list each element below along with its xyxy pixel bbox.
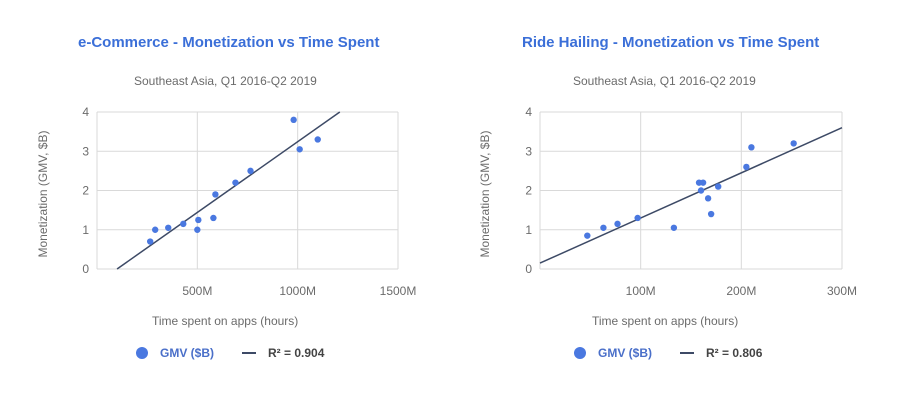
- data-point: [699, 179, 707, 186]
- y-tick-label: 1: [82, 223, 89, 237]
- data-point: [790, 140, 797, 147]
- data-point: [151, 226, 159, 233]
- data-point: [247, 167, 254, 175]
- data-point: [314, 136, 321, 143]
- chart-legend: GMV ($B) R² = 0.904: [136, 346, 324, 360]
- y-tick-label: 0: [525, 262, 532, 276]
- y-tick-label: 1: [525, 223, 532, 237]
- chart-subtitle: Southeast Asia, Q1 2016-Q2 2019: [134, 74, 317, 88]
- trendline: [116, 111, 341, 270]
- data-point: [290, 116, 297, 124]
- data-point: [180, 220, 187, 228]
- scatter-plot-ecommerce: 0 1 2 3 4 500M 1000M 1500M: [82, 105, 417, 295]
- legend-marker-trendline: [242, 352, 256, 354]
- legend-marker-points: [136, 347, 148, 359]
- x-tick-label: 1000M: [279, 284, 316, 295]
- data-point: [670, 224, 678, 231]
- chart-title: Ride Hailing - Monetization vs Time Spen…: [522, 34, 820, 51]
- data-point: [704, 195, 712, 202]
- data-point: [146, 238, 154, 245]
- y-tick-label: 2: [525, 184, 532, 198]
- data-point: [584, 232, 591, 239]
- data-point: [614, 220, 621, 228]
- data-point: [634, 214, 641, 222]
- chart-panel-ride-hailing: Ride Hailing - Monetization vs Time Spen…: [458, 0, 916, 417]
- data-point: [212, 191, 219, 198]
- data-point: [194, 226, 201, 233]
- y-tick-label: 2: [82, 184, 89, 198]
- x-tick-label: 200M: [726, 284, 756, 295]
- chart-subtitle: Southeast Asia, Q1 2016-Q2 2019: [573, 74, 756, 88]
- y-tick-label: 0: [82, 262, 89, 276]
- y-tick-label: 3: [82, 144, 89, 158]
- data-point: [296, 146, 303, 153]
- chart-legend: GMV ($B) R² = 0.806: [574, 346, 762, 360]
- x-axis-label: Time spent on apps (hours): [592, 314, 739, 328]
- legend-marker-trendline: [680, 352, 694, 354]
- data-point: [210, 214, 217, 222]
- y-tick-label: 4: [525, 105, 532, 119]
- legend-label-trendline: R² = 0.904: [268, 346, 325, 360]
- x-axis-label: Time spent on apps (hours): [152, 314, 299, 328]
- x-tick-label: 300M: [827, 284, 857, 295]
- data-point: [748, 144, 755, 151]
- x-tick-label: 500M: [182, 284, 212, 295]
- legend-label-points: GMV ($B): [598, 346, 652, 360]
- legend-label-trendline: R² = 0.806: [706, 346, 763, 360]
- data-point: [195, 216, 202, 224]
- y-axis-label: Monetization (GMV, $B): [478, 130, 492, 258]
- x-tick-label: 100M: [626, 284, 656, 295]
- data-point: [600, 224, 607, 231]
- scatter-plot-ride-hailing: 0 1 2 3 4 100M 200M 300M: [525, 105, 857, 295]
- legend-marker-points: [574, 347, 586, 359]
- x-tick-label: 1500M: [380, 284, 417, 295]
- y-axis-label: Monetization (GMV, $B): [36, 130, 50, 258]
- y-tick-label: 3: [525, 144, 532, 158]
- legend-label-points: GMV ($B): [160, 346, 214, 360]
- data-point: [697, 187, 705, 194]
- trendline: [539, 127, 843, 264]
- data-point: [743, 163, 750, 171]
- chart-panel-ecommerce: e-Commerce - Monetization vs Time Spent …: [36, 34, 417, 360]
- y-tick-label: 4: [82, 105, 89, 119]
- chart-title: e-Commerce - Monetization vs Time Spent: [78, 34, 380, 51]
- data-point: [165, 224, 172, 231]
- data-point: [707, 210, 715, 218]
- data-point: [714, 183, 722, 190]
- data-point: [232, 179, 239, 186]
